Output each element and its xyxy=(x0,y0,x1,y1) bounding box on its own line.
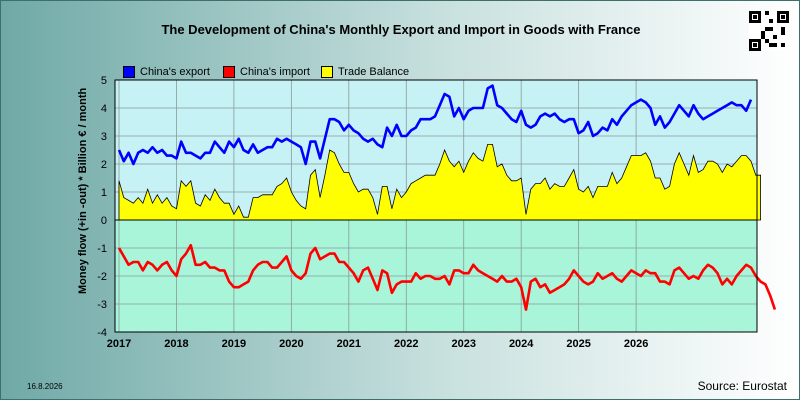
legend-swatch-export xyxy=(123,66,135,78)
y-tick-label: -3 xyxy=(97,299,107,311)
y-tick-label: 4 xyxy=(101,103,107,115)
y-tick-label: 3 xyxy=(101,131,107,143)
x-tick-label: 2025 xyxy=(566,338,590,350)
x-tick-label: 2022 xyxy=(394,338,418,350)
source-note: Source: Eurostat xyxy=(697,379,787,393)
x-tick-label: 2017 xyxy=(107,338,131,350)
legend-swatch-import xyxy=(223,66,235,78)
chart-title: The Development of China's Monthly Expor… xyxy=(161,22,641,37)
series-line-export xyxy=(117,84,753,166)
legend-label-export: China's export xyxy=(140,66,210,78)
y-tick-label: 2 xyxy=(101,159,107,171)
legend-label-import: China's import xyxy=(240,66,310,78)
series-line-import xyxy=(117,243,777,311)
y-tick-label: -1 xyxy=(97,243,107,255)
y-tick-label: -4 xyxy=(97,327,107,339)
date-stamp: 16.8.2026 xyxy=(27,382,63,391)
y-tick-label: 1 xyxy=(101,187,107,199)
x-tick-label: 2026 xyxy=(624,338,648,350)
series-area-trade-balance xyxy=(118,144,762,221)
x-tick-label: 2023 xyxy=(451,338,475,350)
qr-code xyxy=(749,11,789,51)
legend-label-balance: Trade Balance xyxy=(338,66,410,78)
x-tick-label: 2024 xyxy=(509,338,534,350)
x-tick-label: 2018 xyxy=(164,338,188,350)
legend-swatch-balance xyxy=(321,66,333,78)
plot-border xyxy=(114,79,758,333)
y-tick-label: 0 xyxy=(101,215,107,227)
x-tick-label: 2020 xyxy=(279,338,303,350)
y-tick-label: -2 xyxy=(97,271,107,283)
y-tick-label: 5 xyxy=(101,75,107,87)
x-tick-label: 2019 xyxy=(222,338,246,350)
x-tick-label: 2021 xyxy=(337,338,361,350)
